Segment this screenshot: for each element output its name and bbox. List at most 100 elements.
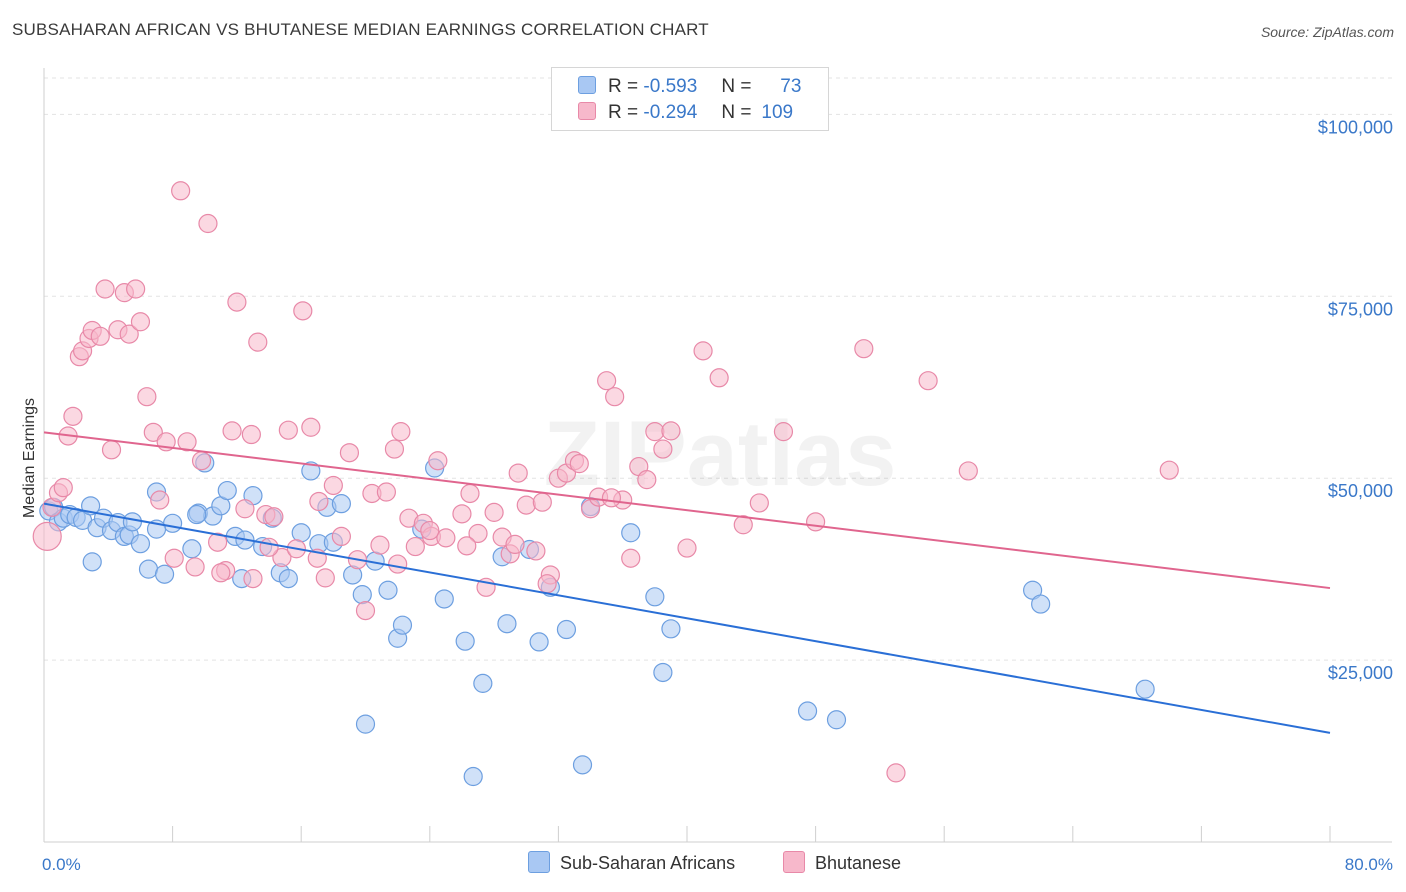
data-point — [388, 554, 408, 574]
bottom-legend-swatch-pink — [783, 851, 805, 873]
legend-r-label: R = — [608, 76, 639, 97]
data-point — [516, 495, 536, 515]
data-point — [331, 494, 351, 514]
data-point — [370, 535, 390, 555]
data-point — [645, 422, 665, 442]
data-point — [301, 417, 321, 437]
data-point — [508, 463, 528, 483]
data-point — [352, 585, 372, 605]
data-point — [384, 439, 405, 459]
data-point — [378, 580, 398, 600]
data-point — [126, 279, 146, 299]
legend-n-value: 73 — [780, 76, 802, 97]
data-point — [463, 766, 483, 787]
data-point — [137, 387, 157, 407]
data-point — [733, 515, 753, 535]
data-point — [259, 537, 279, 557]
bottom-legend-label: Sub-Saharan Africans — [560, 853, 736, 873]
data-point — [621, 548, 641, 568]
data-point — [532, 492, 552, 512]
data-point — [436, 528, 456, 548]
data-point — [749, 493, 769, 513]
data-point — [653, 662, 673, 683]
legend-n-label: N = — [721, 102, 752, 123]
data-point — [601, 488, 622, 508]
data-point — [323, 475, 343, 496]
data-point — [355, 714, 376, 734]
data-point — [182, 539, 202, 559]
data-point — [1159, 460, 1179, 480]
data-point — [605, 387, 625, 407]
data-point — [208, 532, 228, 552]
data-point — [63, 406, 83, 426]
data-point — [339, 443, 360, 463]
data-point — [452, 504, 472, 524]
data-point — [468, 523, 488, 544]
trend-line-sub-saharan — [43, 502, 1331, 734]
y-axis-label: Median Earnings — [21, 398, 38, 518]
legend-n-label: N = — [721, 76, 752, 97]
data-point — [235, 499, 255, 519]
bottom-legend-bhutanese: Bhutanese — [783, 851, 901, 874]
data-point — [119, 324, 139, 344]
data-point — [315, 568, 335, 588]
y-tick-label: $25,000 — [1328, 663, 1393, 683]
trend-line-bhutanese — [43, 431, 1331, 590]
legend-row-bhutanese: R = -0.294 N = 109 — [578, 102, 801, 126]
data-point — [886, 763, 906, 783]
source-credit: Source: ZipAtlas.com — [1260, 24, 1394, 40]
data-point — [101, 440, 122, 460]
data-point — [301, 461, 321, 481]
data-point — [505, 534, 525, 555]
data-point — [918, 371, 938, 391]
data-point — [473, 673, 493, 693]
data-point — [537, 574, 557, 594]
data-point — [90, 326, 110, 346]
data-point — [1135, 679, 1155, 699]
y-tick-label: $75,000 — [1328, 299, 1393, 319]
legend-swatch-pink — [578, 102, 596, 120]
x-tick-label-end: 80.0% — [1345, 855, 1393, 874]
data-point — [597, 371, 617, 391]
data-point — [434, 589, 454, 609]
data-point — [392, 615, 413, 635]
legend-n-value: 109 — [761, 102, 794, 123]
data-point — [331, 526, 351, 547]
data-point — [185, 557, 205, 577]
data-point — [497, 614, 517, 634]
data-point — [32, 521, 62, 552]
series-bhutanese — [32, 181, 1179, 783]
data-point — [797, 701, 818, 721]
data-point — [291, 523, 311, 543]
data-point — [293, 301, 313, 321]
data-point — [177, 432, 197, 452]
data-point — [709, 368, 729, 388]
data-point — [693, 341, 713, 361]
data-point — [773, 422, 794, 442]
data-point — [455, 631, 475, 651]
data-point — [661, 421, 681, 441]
data-point — [621, 523, 641, 543]
data-point — [460, 483, 480, 504]
data-point — [572, 755, 593, 775]
data-point — [805, 512, 826, 532]
data-point — [95, 279, 115, 299]
data-point — [826, 710, 847, 730]
data-point — [653, 439, 673, 459]
bottom-legend-sub-saharan: Sub-Saharan Africans — [528, 851, 735, 874]
data-point — [241, 424, 261, 445]
data-point — [138, 559, 159, 579]
data-point — [556, 619, 577, 640]
data-point — [187, 504, 207, 525]
data-point — [677, 538, 697, 558]
data-point — [355, 601, 376, 621]
x-tick-label-start: 0.0% — [42, 855, 81, 874]
data-point — [122, 512, 143, 532]
legend-swatch-blue — [578, 76, 596, 94]
y-tick-label: $50,000 — [1328, 481, 1393, 501]
data-point — [661, 619, 681, 639]
data-point — [264, 507, 284, 527]
data-point — [272, 547, 292, 568]
legend: R = -0.593 N = 73 R = -0.294 N = 109 — [551, 67, 829, 131]
